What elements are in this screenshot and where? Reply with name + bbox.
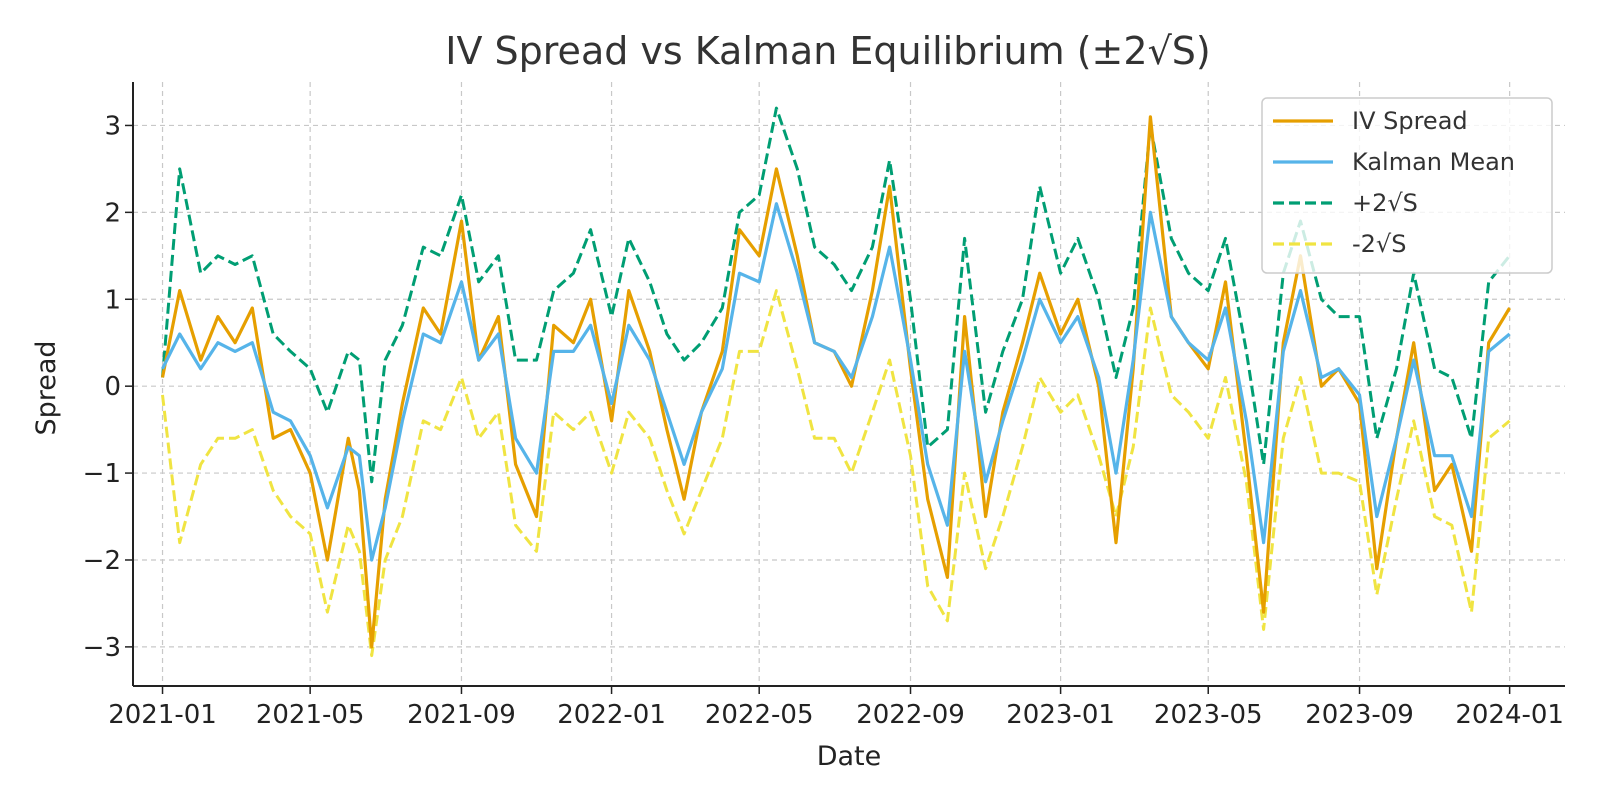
y-tick-label: 1 (104, 285, 121, 315)
x-tick-label: 2022-05 (705, 700, 814, 730)
y-tick-label: −1 (83, 459, 121, 489)
legend-label: -2√S (1352, 230, 1406, 258)
x-tick-label: 2021-01 (108, 700, 217, 730)
axes (132, 82, 1565, 687)
legend-label: +2√S (1352, 189, 1418, 217)
x-tick-label: 2023-01 (1006, 700, 1115, 730)
series-line-1 (161, 202, 1511, 562)
x-axis-ticks: 2021-01 2021-05 2021-09 2022-01 2022-05 2022-… (108, 686, 1564, 730)
x-tick-label: 2023-09 (1305, 700, 1414, 730)
legend-label: IV Spread (1352, 107, 1468, 135)
x-tick-label: 2024-01 (1455, 700, 1564, 730)
y-tick-label: −2 (83, 546, 121, 576)
y-tick-label: 0 (104, 372, 121, 402)
y-tick-label: −3 (83, 633, 121, 663)
legend-box (1261, 97, 1553, 274)
x-axis-title: Date (817, 741, 882, 772)
x-tick-label: 2023-05 (1154, 700, 1263, 730)
y-axis-title: Spread (31, 340, 62, 435)
x-tick-label: 2021-09 (407, 700, 516, 730)
plot-lines (160, 106, 1511, 658)
legend-label: Kalman Mean (1352, 148, 1515, 176)
y-tick-label: 3 (104, 111, 121, 141)
y-tick-label: 2 (104, 198, 121, 228)
chart-title: IV Spread vs Kalman Equilibrium (±2√S) (445, 29, 1210, 73)
x-tick-label: 2022-09 (856, 700, 965, 730)
x-tick-label: 2021-05 (256, 700, 365, 730)
series-line-2 (161, 106, 1511, 484)
legend: IV Spread Kalman Mean +2√S -2√S (1261, 97, 1553, 274)
y-axis-ticks: −3 −2 −1 0 1 2 3 (83, 111, 133, 663)
x-tick-label: 2022-01 (557, 700, 666, 730)
